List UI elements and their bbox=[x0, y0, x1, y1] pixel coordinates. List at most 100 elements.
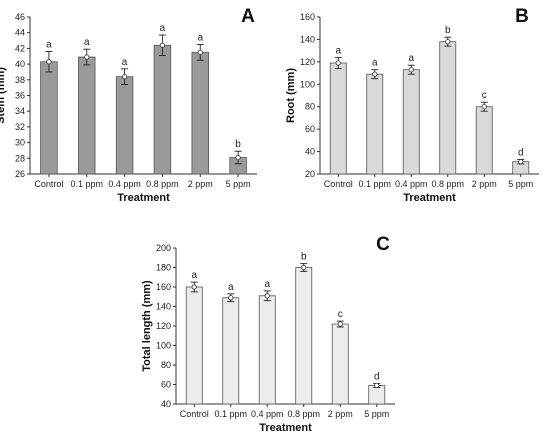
bar-0-8-ppm bbox=[295, 267, 313, 405]
significance-label: a bbox=[264, 279, 270, 290]
bar-2-ppm bbox=[475, 106, 493, 175]
y-axis-title: Stem (mm) bbox=[0, 67, 7, 124]
bar-0-4-ppm bbox=[402, 69, 420, 175]
y-tick-label: 100 bbox=[300, 79, 315, 89]
significance-label: d bbox=[518, 147, 524, 158]
x-axis-title: Treatment bbox=[259, 422, 312, 434]
significance-label: a bbox=[408, 53, 414, 64]
y-tick-label: 160 bbox=[300, 12, 315, 22]
bar-0-4-ppm bbox=[258, 295, 276, 405]
y-tick-label: 200 bbox=[156, 243, 171, 253]
x-tick-label: 2 ppm bbox=[328, 409, 353, 419]
x-tick-label: Control bbox=[180, 409, 209, 419]
x-tick-label: 0.4 ppm bbox=[395, 179, 428, 189]
mean-marker bbox=[337, 321, 343, 327]
x-tick-label: 5 ppm bbox=[508, 179, 533, 189]
significance-label: a bbox=[122, 57, 128, 68]
y-tick-label: 80 bbox=[161, 360, 171, 370]
y-axis-title: Root (mm) bbox=[285, 68, 297, 123]
y-axis-title: Total length (mm) bbox=[141, 280, 153, 372]
significance-label: c bbox=[482, 90, 487, 101]
significance-label: a bbox=[228, 282, 234, 293]
y-tick-label: 40 bbox=[161, 399, 171, 409]
y-tick-label: 38 bbox=[15, 75, 25, 85]
bar-0-4-ppm bbox=[115, 76, 134, 175]
y-tick-label: 34 bbox=[15, 106, 25, 116]
y-tick-label: 180 bbox=[156, 263, 171, 273]
mean-marker bbox=[445, 39, 451, 45]
bar-0-8-ppm bbox=[153, 44, 172, 175]
significance-label: a bbox=[46, 40, 52, 51]
x-tick-label: 0.8 ppm bbox=[287, 409, 320, 419]
bar-0-1-ppm bbox=[78, 56, 96, 175]
chart-panel-c: 40 60 80 100 120 140 160 180 200 a Control a 0.1 ppm… bbox=[141, 234, 395, 434]
x-tick-label: 0.8 ppm bbox=[431, 179, 464, 189]
mean-marker bbox=[84, 54, 90, 60]
significance-label: a bbox=[197, 32, 203, 43]
x-tick-label: 5 ppm bbox=[364, 409, 389, 419]
significance-label: b bbox=[301, 252, 307, 263]
x-tick-label: 2 ppm bbox=[472, 179, 497, 189]
significance-label: a bbox=[372, 58, 378, 69]
mean-marker bbox=[191, 284, 197, 290]
bar-2-ppm bbox=[331, 323, 349, 405]
x-tick-label: Control bbox=[324, 179, 353, 189]
x-tick-label: 0.1 ppm bbox=[358, 179, 391, 189]
mean-marker bbox=[228, 295, 234, 301]
y-tick-label: 26 bbox=[15, 169, 25, 179]
y-tick-label: 32 bbox=[15, 122, 25, 132]
bar-2-ppm bbox=[191, 51, 209, 175]
bar-control bbox=[329, 62, 347, 175]
x-tick-label: 0.1 ppm bbox=[214, 409, 247, 419]
bar-0-1-ppm bbox=[222, 297, 240, 405]
mean-marker bbox=[235, 154, 241, 161]
significance-label: c bbox=[338, 309, 343, 320]
mean-marker bbox=[197, 49, 203, 55]
x-tick-label: 2 ppm bbox=[188, 179, 213, 189]
y-tick-label: 40 bbox=[305, 147, 315, 157]
significance-label: a bbox=[335, 45, 341, 56]
chart-panel-a: 26 28 30 32 34 36 38 40 42 44 46 a Control a 0.1 ppm a 0… bbox=[0, 6, 257, 204]
x-tick-label: Control bbox=[34, 179, 63, 189]
y-tick-label: 40 bbox=[15, 59, 25, 69]
x-axis-title: Treatment bbox=[403, 192, 456, 204]
x-axis-title: Treatment bbox=[117, 192, 170, 204]
significance-label: a bbox=[160, 23, 166, 34]
mean-marker bbox=[301, 264, 307, 271]
mean-marker bbox=[481, 104, 487, 110]
x-tick-label: 5 ppm bbox=[226, 179, 251, 189]
y-tick-label: 28 bbox=[15, 153, 25, 163]
significance-label: b bbox=[235, 139, 241, 150]
mean-marker bbox=[264, 293, 270, 299]
bar-0-8-ppm bbox=[439, 41, 457, 175]
mean-marker bbox=[159, 42, 166, 48]
x-tick-label: 0.8 ppm bbox=[146, 179, 179, 189]
mean-marker bbox=[408, 67, 414, 73]
bar-control bbox=[185, 286, 203, 405]
y-tick-label: 160 bbox=[156, 282, 171, 292]
y-tick-label: 120 bbox=[300, 57, 315, 67]
bar-5-ppm bbox=[368, 385, 386, 405]
mean-marker bbox=[335, 60, 341, 66]
y-tick-label: 120 bbox=[156, 321, 171, 331]
significance-label: a bbox=[191, 270, 197, 281]
y-tick-label: 80 bbox=[305, 102, 315, 112]
y-tick-label: 140 bbox=[156, 302, 171, 312]
y-tick-label: 20 bbox=[305, 169, 315, 179]
y-tick-label: 140 bbox=[300, 34, 315, 44]
significance-label: b bbox=[445, 25, 451, 36]
mean-marker bbox=[121, 74, 128, 80]
panel-letter: C bbox=[376, 234, 390, 255]
mean-marker bbox=[372, 71, 378, 77]
y-tick-label: 42 bbox=[15, 43, 25, 53]
y-tick-label: 60 bbox=[305, 124, 315, 134]
y-tick-label: 46 bbox=[15, 12, 25, 22]
x-tick-label: 0.4 ppm bbox=[108, 179, 141, 189]
panel-letter: A bbox=[241, 6, 255, 27]
bar-control bbox=[40, 61, 58, 175]
mean-marker bbox=[46, 59, 52, 65]
y-tick-label: 36 bbox=[15, 91, 25, 101]
significance-label: d bbox=[374, 372, 380, 383]
